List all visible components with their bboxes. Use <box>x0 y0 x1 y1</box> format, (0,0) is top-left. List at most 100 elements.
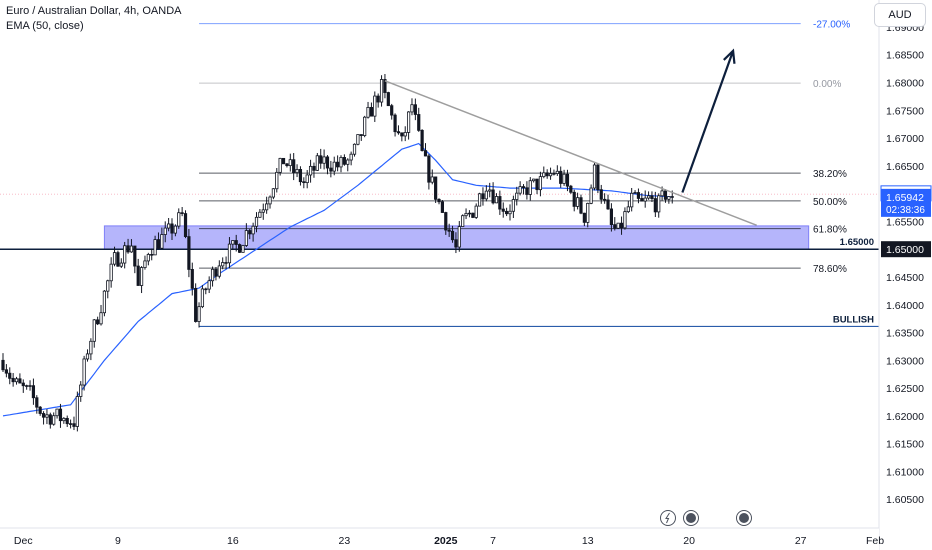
candle-down[interactable] <box>640 198 644 202</box>
candle-down[interactable] <box>603 198 607 201</box>
candle-up[interactable] <box>265 203 269 211</box>
candle-up[interactable] <box>657 195 661 213</box>
candle-up[interactable] <box>244 230 248 246</box>
candle-up[interactable] <box>667 196 671 200</box>
candle-up[interactable] <box>586 202 590 223</box>
candle-up[interactable] <box>153 239 157 256</box>
candle-down[interactable] <box>386 92 390 107</box>
candle-up[interactable] <box>477 193 482 207</box>
candle-down[interactable] <box>491 189 495 204</box>
candle-down[interactable] <box>325 156 330 169</box>
candle-down[interactable] <box>234 240 238 245</box>
descending-trendline[interactable] <box>384 80 758 227</box>
candle-up[interactable] <box>143 260 147 268</box>
candle-up[interactable] <box>112 252 117 265</box>
candle-down[interactable] <box>126 245 130 253</box>
candle-up[interactable] <box>106 280 110 292</box>
candle-down[interactable] <box>396 131 401 134</box>
candle-up[interactable] <box>467 212 472 215</box>
candle-up[interactable] <box>542 172 546 178</box>
candle-down[interactable] <box>4 369 8 374</box>
candle-down[interactable] <box>559 170 563 184</box>
candle-up[interactable] <box>163 227 167 235</box>
candle-up[interactable] <box>532 178 536 182</box>
candle-up[interactable] <box>231 240 235 245</box>
candle-down[interactable] <box>11 377 15 383</box>
candle-up[interactable] <box>14 378 19 383</box>
candle-down[interactable] <box>552 173 556 175</box>
candle-down[interactable] <box>437 198 441 203</box>
candle-up[interactable] <box>275 171 279 190</box>
candle-up[interactable] <box>633 192 637 194</box>
candle-up[interactable] <box>227 243 232 264</box>
candle-down[interactable] <box>96 319 100 325</box>
candle-down[interactable] <box>248 230 252 235</box>
candle-down[interactable] <box>613 224 617 229</box>
candle-up[interactable] <box>129 245 134 253</box>
candle-down[interactable] <box>329 167 333 172</box>
time-axis[interactable]: Dec 9 16 23 2025 7 13 20 27 Feb <box>0 527 884 550</box>
candle-down[interactable] <box>390 105 394 116</box>
candle-down[interactable] <box>18 378 22 384</box>
candle-down[interactable] <box>420 129 424 151</box>
candle-up[interactable] <box>139 267 144 286</box>
candle-down[interactable] <box>572 191 576 207</box>
candle-up[interactable] <box>197 306 201 322</box>
candle-up[interactable] <box>494 196 499 204</box>
candle-up[interactable] <box>52 415 56 425</box>
candle-up[interactable] <box>315 155 319 171</box>
candle-up[interactable] <box>562 173 566 184</box>
candle-up[interactable] <box>75 396 79 427</box>
candle-up[interactable] <box>660 190 664 197</box>
candle-up[interactable] <box>119 262 123 267</box>
candle-down[interactable] <box>285 163 289 167</box>
candle-up[interactable] <box>295 169 299 173</box>
candle-down[interactable] <box>281 157 286 165</box>
candle-down[interactable] <box>224 262 228 264</box>
candle-up[interactable] <box>548 173 553 177</box>
candle-up[interactable] <box>210 268 215 282</box>
candle-up[interactable] <box>102 290 106 314</box>
candle-down[interactable] <box>136 265 140 286</box>
candle-down[interactable] <box>376 95 380 103</box>
candle-down[interactable] <box>69 423 73 425</box>
candle-up[interactable] <box>484 190 488 200</box>
candle-up[interactable] <box>508 210 512 215</box>
candle-up[interactable] <box>332 161 336 172</box>
event-icons[interactable] <box>660 510 752 526</box>
candle-up[interactable] <box>271 188 276 198</box>
candle-down[interactable] <box>214 268 218 277</box>
candle-up[interactable] <box>515 192 519 200</box>
candle-up[interactable] <box>251 225 255 235</box>
candle-down[interactable] <box>41 413 46 418</box>
candle-down[interactable] <box>302 181 306 184</box>
candle-up[interactable] <box>322 156 326 164</box>
candle-up[interactable] <box>589 187 593 204</box>
candle-up[interactable] <box>109 263 113 282</box>
candle-up[interactable] <box>457 226 461 248</box>
candle-up[interactable] <box>85 353 90 360</box>
candle-up[interactable] <box>406 111 411 133</box>
candle-down[interactable] <box>606 199 610 210</box>
candle-up[interactable] <box>241 245 245 253</box>
candle-up[interactable] <box>511 199 515 212</box>
candle-up[interactable] <box>45 414 49 418</box>
candle-down[interactable] <box>204 288 208 291</box>
candle-down[interactable] <box>444 212 448 231</box>
candle-up[interactable] <box>518 186 522 194</box>
candle-down[interactable] <box>35 397 39 408</box>
candle-up[interactable] <box>643 197 647 202</box>
candle-up[interactable] <box>268 196 272 205</box>
candle-up[interactable] <box>177 212 181 227</box>
candle-down[interactable] <box>383 79 387 93</box>
candle-up[interactable] <box>363 116 367 136</box>
candle-down[interactable] <box>535 178 539 191</box>
candle-up[interactable] <box>82 358 86 386</box>
candle-up[interactable] <box>217 265 221 277</box>
candle-down[interactable] <box>525 187 529 195</box>
ema-line[interactable] <box>2 142 673 417</box>
candle-down[interactable] <box>579 197 583 214</box>
candle-down[interactable] <box>569 185 573 193</box>
candle-up[interactable] <box>592 164 597 189</box>
